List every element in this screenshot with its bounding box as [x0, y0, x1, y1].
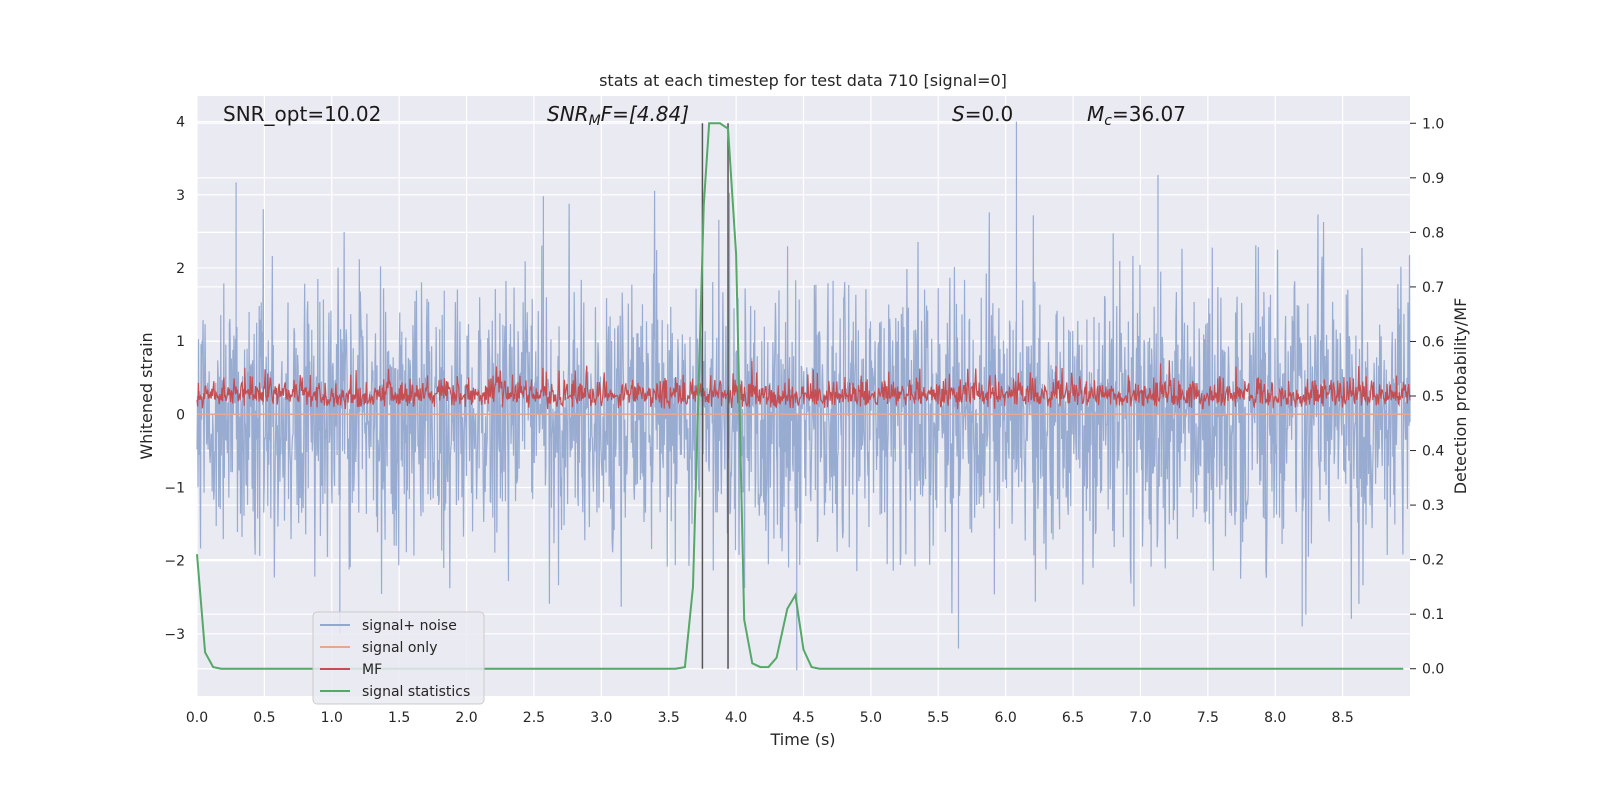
x-tick-label: 1.5 [388, 710, 410, 726]
annotation-mc: Mc=36.07 [1087, 102, 1186, 129]
x-tick-label: 8.5 [1331, 710, 1353, 726]
x-tick-label: 3.0 [590, 710, 612, 726]
y-axis-left-ticks: 4 3 2 1 0 −1 −2 −3 [164, 115, 185, 643]
vertical-markers [701, 123, 729, 669]
x-tick-label: 2.0 [455, 710, 477, 726]
x-tick-label: 6.0 [995, 710, 1017, 726]
signal-noise-line [196, 121, 1411, 671]
signal-statistics-series [196, 122, 1404, 670]
x-tick-label: 7.0 [1129, 710, 1151, 726]
y-right-tick-label: 0.8 [1422, 225, 1444, 241]
legend-box [312, 611, 485, 705]
y-right-tick-label: 0.9 [1422, 171, 1444, 187]
y-left-tick-label: −3 [164, 627, 185, 643]
y-axis-left-label: Whitened strain [137, 332, 156, 459]
mf-line [196, 360, 1411, 410]
x-axis-label: Time (s) [769, 730, 835, 749]
y-axis-right-ticks: 1.0 0.9 0.8 0.7 0.6 0.5 0.4 0.3 0.2 0.1 0.0 [1410, 116, 1444, 678]
y-left-tick-label: 1 [176, 334, 185, 350]
annotation-snr-mf: SNRMF=[4.84] [547, 102, 689, 129]
x-tick-label: 4.0 [725, 710, 747, 726]
signal-statistics-line [196, 122, 1404, 670]
y-right-tick-label: 0.4 [1422, 444, 1444, 460]
x-tick-label: 4.5 [792, 710, 814, 726]
y-left-tick-label: 4 [176, 115, 185, 131]
x-tick-label: 1.0 [321, 710, 343, 726]
chart-title: stats at each timestep for test data 710… [599, 71, 1007, 90]
y-left-tick-label: 0 [176, 407, 185, 423]
y-left-tick-label: 3 [176, 188, 185, 204]
legend: signal+ noise signal only MF signal stat… [312, 611, 485, 705]
x-tick-label: 7.5 [1197, 710, 1219, 726]
y-right-tick-label: 0.1 [1422, 607, 1444, 623]
y-left-tick-label: −1 [164, 480, 185, 496]
y-right-tick-label: 0.0 [1422, 662, 1444, 678]
x-tick-label: 8.0 [1264, 710, 1286, 726]
x-axis-ticks: 0.0 0.5 1.0 1.5 2.0 2.5 3.0 3.5 4.0 4.5 5.0 5.5 6.0 6… [186, 710, 1354, 726]
x-tick-label: 0.0 [186, 710, 208, 726]
y-right-tick-label: 0.2 [1422, 553, 1444, 569]
y-left-tick-label: −2 [164, 554, 185, 570]
y-right-tick-label: 0.6 [1422, 334, 1444, 350]
legend-label-signal-statistics: signal statistics [362, 684, 470, 700]
y-right-tick-label: 0.5 [1422, 389, 1444, 405]
x-tick-label: 6.5 [1062, 710, 1084, 726]
y-left-tick-label: 2 [176, 261, 185, 277]
annotation-s: S=0.0 [952, 102, 1013, 126]
legend-label-signal-only: signal only [362, 640, 437, 656]
signal-noise-series [196, 121, 1411, 671]
annotation-snr-opt: SNR_opt=10.02 [223, 102, 381, 126]
y-right-tick-label: 0.7 [1422, 280, 1444, 296]
legend-label-signal-noise: signal+ noise [362, 618, 457, 634]
x-tick-label: 5.0 [860, 710, 882, 726]
x-tick-label: 2.5 [523, 710, 545, 726]
x-tick-label: 0.5 [253, 710, 275, 726]
mf-series [196, 360, 1411, 410]
x-tick-label: 5.5 [927, 710, 949, 726]
legend-label-mf: MF [362, 662, 382, 678]
y-right-tick-label: 0.3 [1422, 498, 1444, 514]
x-tick-label: 3.5 [658, 710, 680, 726]
y-axis-right-label: Detection probability/MF [1451, 298, 1470, 495]
y-right-tick-label: 1.0 [1422, 116, 1444, 132]
